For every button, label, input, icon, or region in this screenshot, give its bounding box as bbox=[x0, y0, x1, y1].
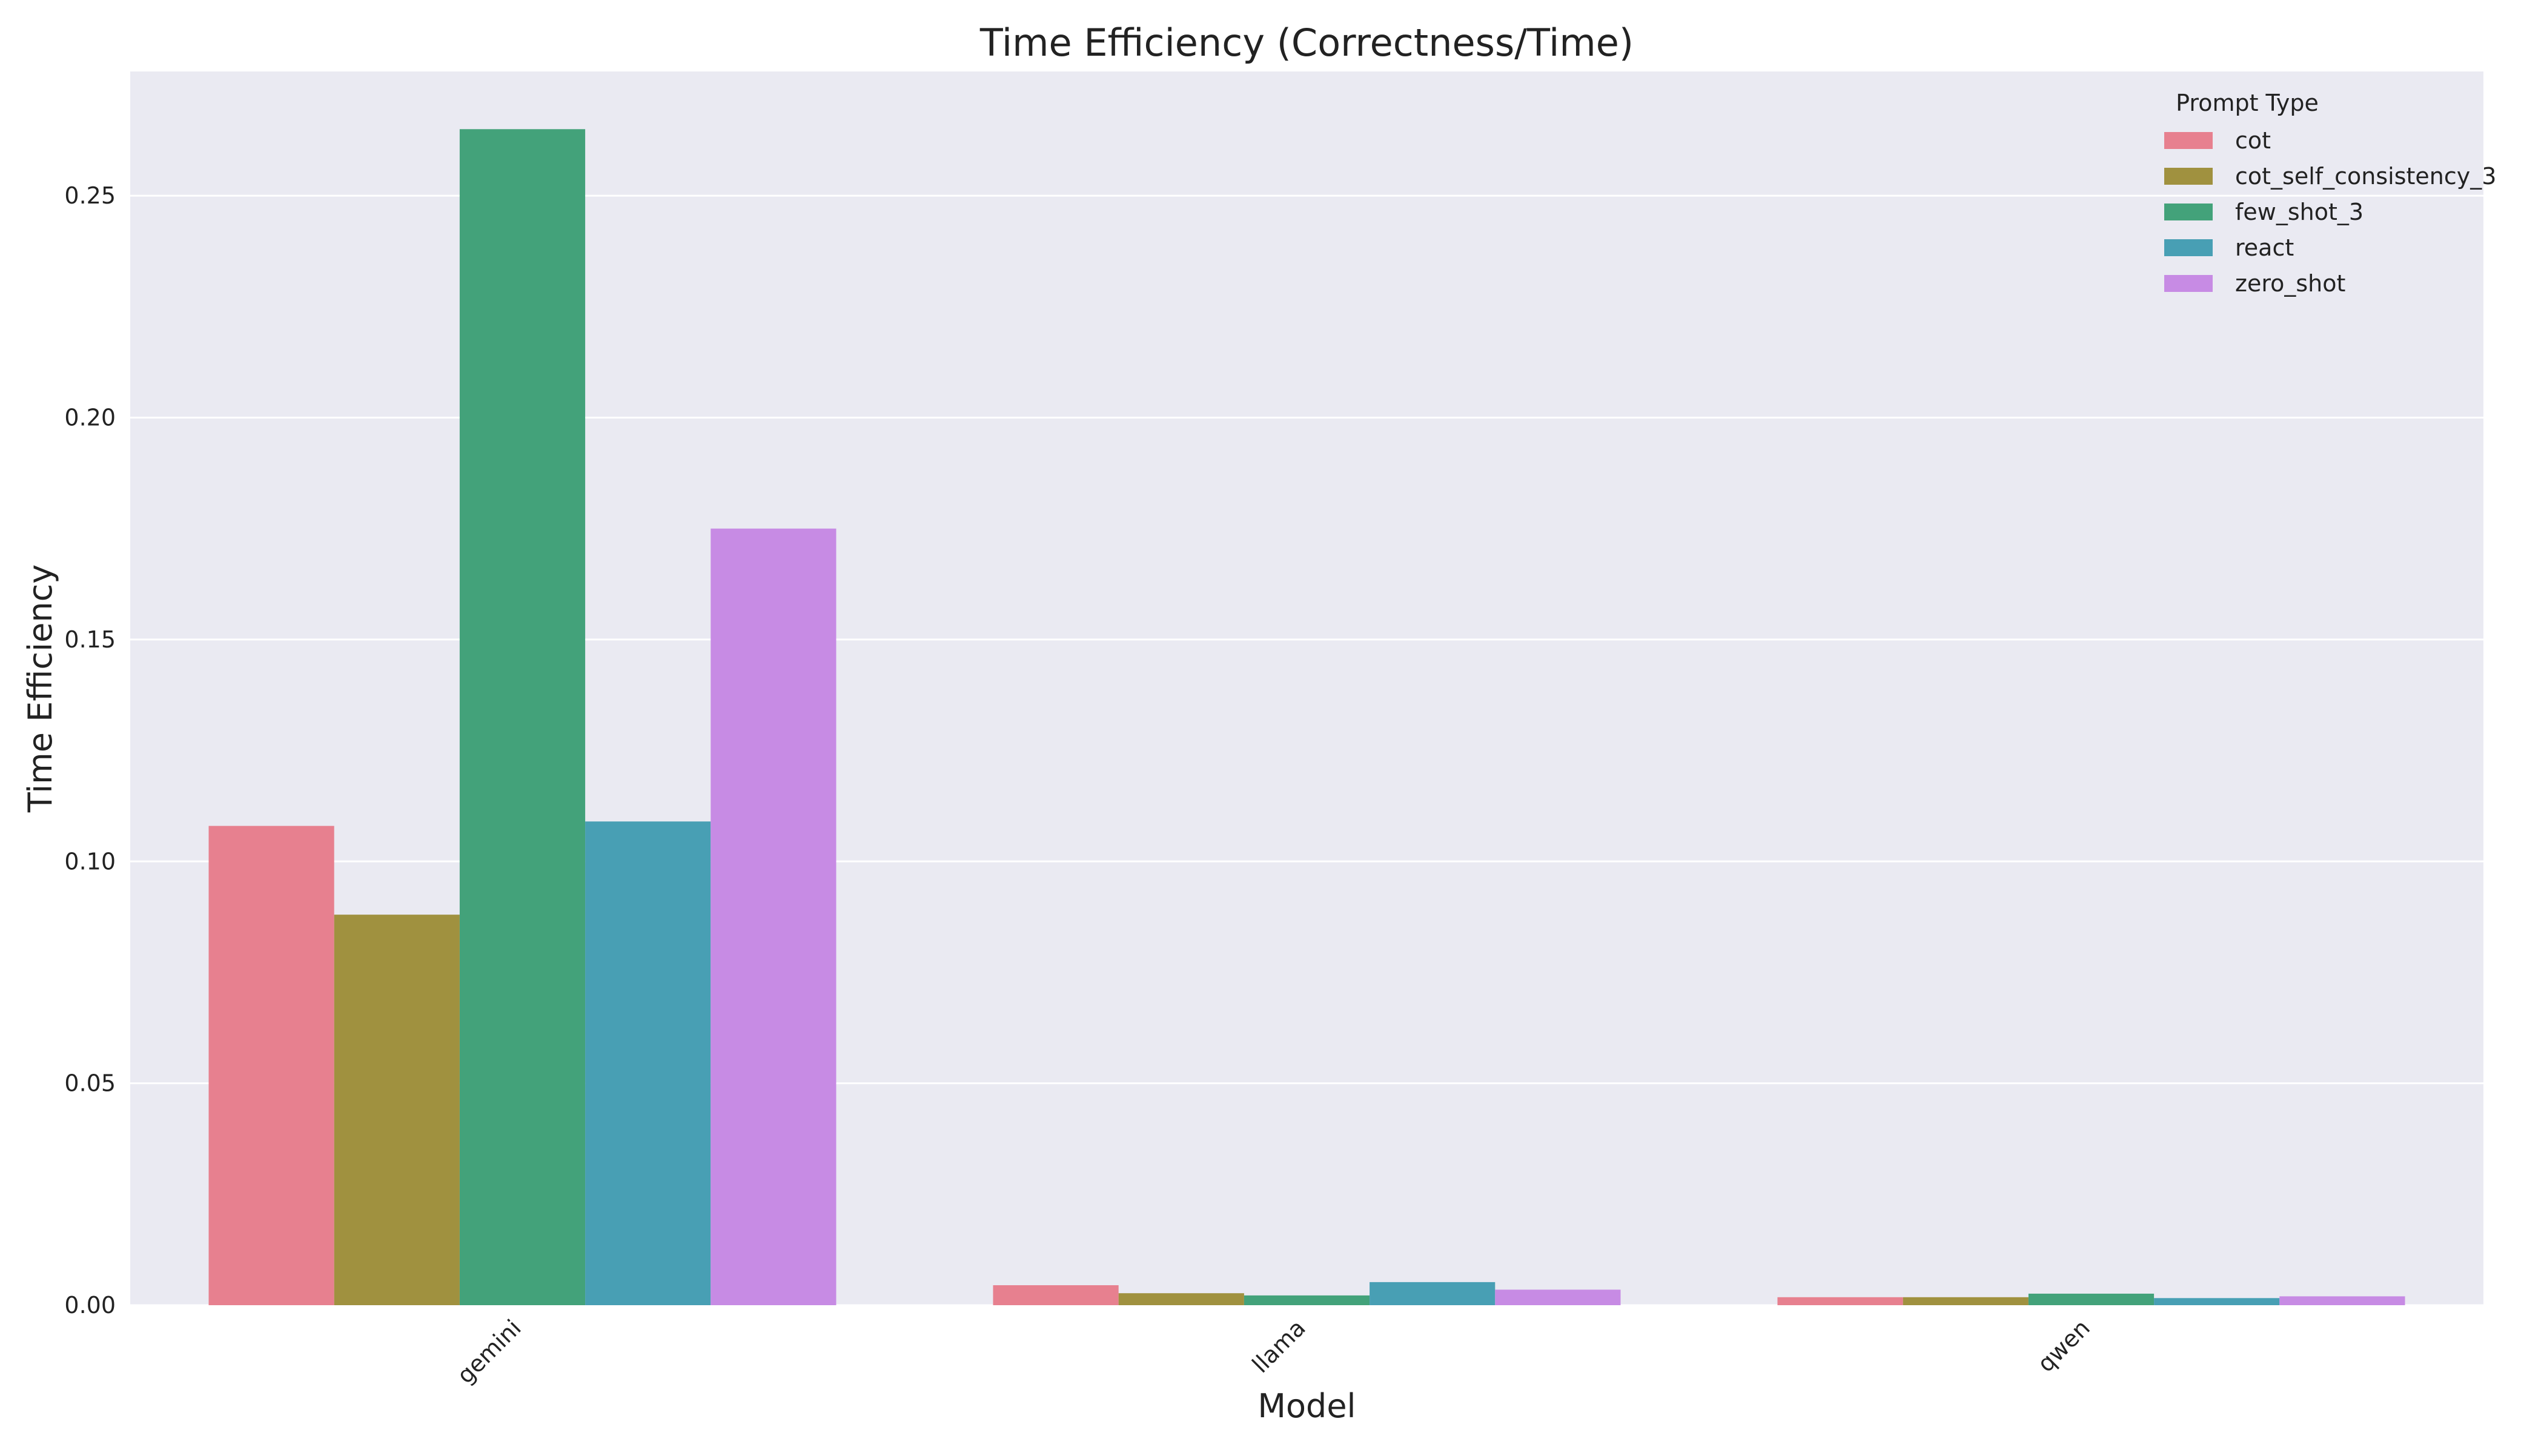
legend-label-few_shot_3: few_shot_3 bbox=[2235, 199, 2363, 225]
bar-gemini-cot_self_consistency_3 bbox=[334, 915, 460, 1305]
legend-label-cot: cot bbox=[2235, 127, 2271, 154]
legend-label-react: react bbox=[2235, 234, 2294, 261]
bars bbox=[208, 129, 2405, 1306]
bar-llama-zero_shot bbox=[1495, 1289, 1621, 1305]
legend-swatch-zero_shot bbox=[2164, 275, 2213, 292]
legend-title: Prompt Type bbox=[2176, 90, 2319, 116]
y-tick-label: 0.05 bbox=[64, 1070, 116, 1097]
legend-swatch-few_shot_3 bbox=[2164, 204, 2213, 220]
bar-llama-few_shot_3 bbox=[1244, 1295, 1370, 1305]
y-tick-label: 0.25 bbox=[64, 182, 116, 209]
bar-qwen-few_shot_3 bbox=[2028, 1293, 2155, 1305]
bar-qwen-react bbox=[2154, 1298, 2280, 1305]
y-tick-label: 0.15 bbox=[64, 626, 116, 653]
bar-llama-cot_self_consistency_3 bbox=[1118, 1293, 1244, 1305]
bar-qwen-cot_self_consistency_3 bbox=[1903, 1297, 2029, 1305]
bar-gemini-zero_shot bbox=[711, 528, 836, 1305]
bar-gemini-few_shot_3 bbox=[459, 129, 586, 1306]
bar-llama-cot bbox=[993, 1285, 1119, 1305]
y-axis-label: Time Efficiency bbox=[21, 564, 59, 813]
chart-title: Time Efficiency (Correctness/Time) bbox=[979, 21, 1634, 65]
legend-swatch-react bbox=[2164, 239, 2213, 256]
y-tick-label: 0.10 bbox=[64, 848, 116, 875]
bar-llama-react bbox=[1370, 1282, 1496, 1305]
legend-swatch-cot bbox=[2164, 132, 2213, 149]
legend: Prompt Type cot cot_self_consistency_3few… bbox=[2164, 90, 2496, 297]
legend-swatch-cot_self_consistency_3 bbox=[2164, 168, 2213, 185]
legend-label-zero_shot: zero_shot bbox=[2235, 270, 2345, 297]
bar-gemini-react bbox=[585, 821, 711, 1305]
bar-qwen-zero_shot bbox=[2279, 1296, 2405, 1305]
y-tick-label: 0.20 bbox=[64, 405, 116, 431]
x-axis-label: Model bbox=[1257, 1387, 1356, 1425]
bar-qwen-cot bbox=[1777, 1297, 1903, 1305]
bar-gemini-cot bbox=[208, 826, 334, 1305]
legend-label-cot_self_consistency_3: cot_self_consistency_3 bbox=[2235, 163, 2496, 190]
y-tick-label: 0.00 bbox=[64, 1292, 116, 1319]
y-axis-ticks: 0.00 0.05 0.10 0.15 0.20 0.25 bbox=[64, 182, 116, 1319]
legend-items: cot cot_self_consistency_3 few_shot_3react… bbox=[2164, 127, 2496, 297]
